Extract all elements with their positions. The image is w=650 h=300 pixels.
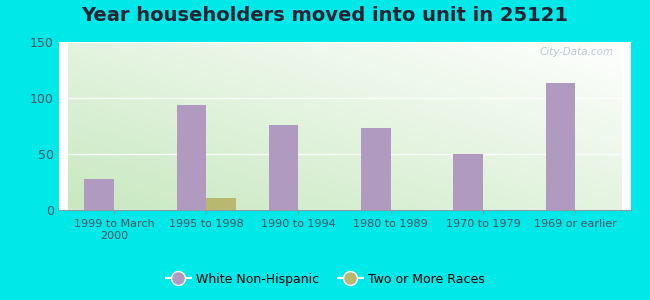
Bar [361, 128, 391, 210]
Bar [453, 154, 483, 210]
Bar [177, 105, 206, 210]
Text: Year householders moved into unit in 25121: Year householders moved into unit in 251… [81, 6, 569, 25]
Bar [84, 178, 114, 210]
Legend: White Non-Hispanic, Two or More Races: White Non-Hispanic, Two or More Races [161, 268, 489, 291]
Bar [545, 83, 575, 210]
Bar [206, 198, 236, 210]
Text: City-Data.com: City-Data.com [540, 47, 614, 57]
Bar [269, 125, 298, 210]
